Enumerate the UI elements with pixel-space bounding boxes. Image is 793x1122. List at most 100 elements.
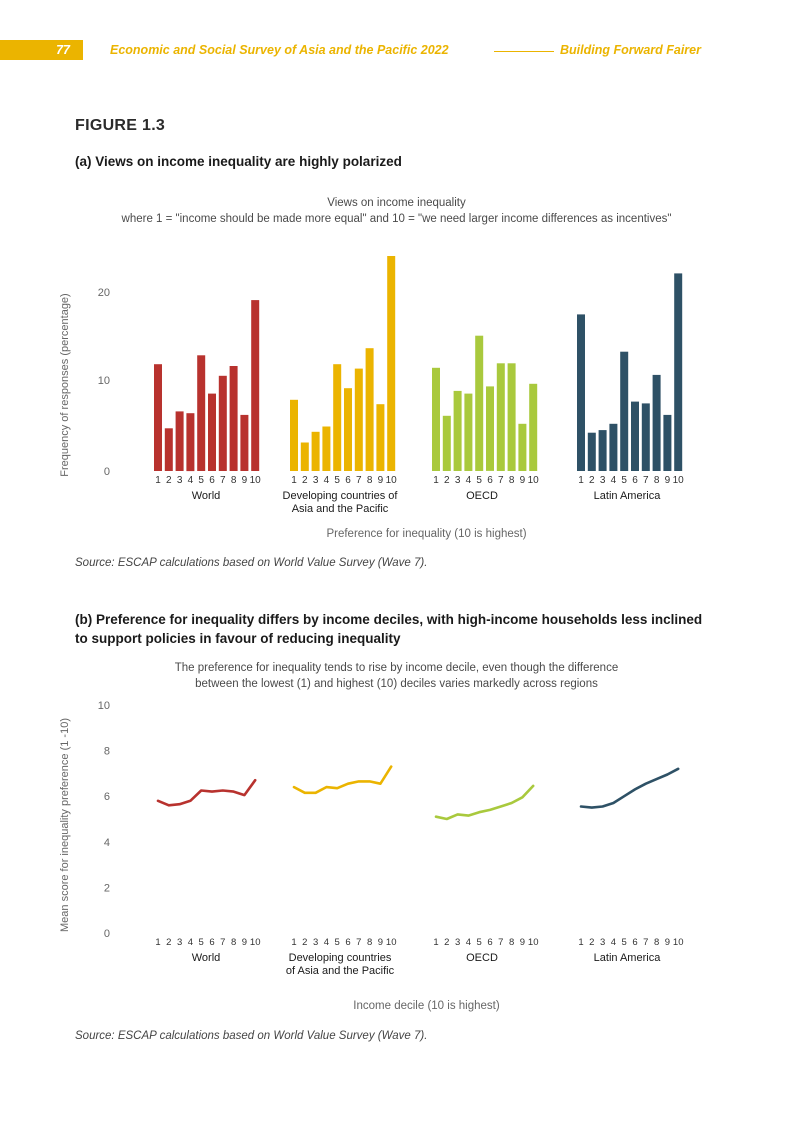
svg-text:2: 2: [302, 937, 307, 948]
svg-text:1: 1: [291, 475, 297, 486]
svg-text:1: 1: [578, 475, 584, 486]
svg-text:8: 8: [367, 475, 373, 486]
svg-text:Developing countries: Developing countries: [289, 952, 392, 964]
svg-text:8: 8: [654, 475, 660, 486]
svg-text:7: 7: [643, 475, 649, 486]
svg-text:8: 8: [367, 937, 372, 948]
svg-text:0: 0: [104, 928, 110, 940]
svg-text:World: World: [192, 490, 221, 502]
svg-text:1: 1: [578, 937, 583, 948]
svg-text:Mean score for inequality pref: Mean score for inequality preference (1 …: [59, 718, 71, 932]
svg-text:5: 5: [477, 937, 482, 948]
svg-text:OECD: OECD: [466, 952, 498, 964]
svg-text:10: 10: [528, 937, 539, 948]
svg-text:6: 6: [345, 475, 351, 486]
svg-text:4: 4: [188, 937, 193, 948]
svg-text:6: 6: [487, 937, 492, 948]
svg-text:7: 7: [220, 937, 225, 948]
svg-text:6: 6: [345, 937, 350, 948]
svg-text:10: 10: [98, 375, 110, 387]
svg-text:9: 9: [242, 937, 247, 948]
svg-text:9: 9: [242, 475, 248, 486]
svg-text:4: 4: [324, 937, 329, 948]
svg-text:20: 20: [98, 287, 110, 299]
svg-text:8: 8: [654, 937, 659, 948]
svg-text:3: 3: [600, 475, 606, 486]
svg-text:5: 5: [621, 475, 627, 486]
svg-text:5: 5: [199, 937, 204, 948]
svg-text:3: 3: [455, 475, 461, 486]
svg-text:Asia and the Pacific: Asia and the Pacific: [292, 503, 389, 515]
svg-text:Frequency of responses (percen: Frequency of responses (percentage): [59, 293, 71, 476]
svg-text:3: 3: [455, 937, 460, 948]
svg-text:6: 6: [632, 937, 637, 948]
svg-text:9: 9: [665, 937, 670, 948]
svg-text:7: 7: [498, 475, 504, 486]
svg-text:9: 9: [520, 475, 526, 486]
svg-text:2: 2: [589, 937, 594, 948]
svg-text:2: 2: [104, 882, 110, 894]
svg-text:6: 6: [487, 475, 493, 486]
svg-text:10: 10: [98, 700, 110, 712]
svg-text:5: 5: [198, 475, 204, 486]
svg-text:1: 1: [433, 937, 438, 948]
svg-text:3: 3: [600, 937, 605, 948]
svg-text:7: 7: [220, 475, 226, 486]
svg-text:2: 2: [444, 937, 449, 948]
svg-text:Latin America: Latin America: [594, 490, 662, 502]
svg-text:3: 3: [313, 475, 319, 486]
svg-text:Latin America: Latin America: [594, 952, 662, 964]
svg-text:10: 10: [386, 937, 397, 948]
svg-text:10: 10: [250, 475, 262, 486]
svg-text:1: 1: [433, 475, 439, 486]
svg-text:10: 10: [386, 475, 398, 486]
svg-text:2: 2: [589, 475, 595, 486]
svg-text:OECD: OECD: [466, 490, 498, 502]
svg-text:4: 4: [611, 475, 617, 486]
svg-text:7: 7: [356, 937, 361, 948]
svg-text:4: 4: [104, 837, 110, 849]
svg-text:2: 2: [166, 475, 172, 486]
svg-text:3: 3: [177, 937, 182, 948]
svg-text:6: 6: [632, 475, 638, 486]
svg-text:4: 4: [466, 937, 471, 948]
svg-text:4: 4: [324, 475, 330, 486]
svg-text:5: 5: [334, 475, 340, 486]
svg-text:World: World: [192, 952, 221, 964]
svg-text:8: 8: [509, 937, 514, 948]
svg-text:2: 2: [166, 937, 171, 948]
svg-text:10: 10: [673, 937, 684, 948]
svg-text:1: 1: [155, 475, 161, 486]
svg-text:6: 6: [209, 937, 214, 948]
svg-text:8: 8: [509, 475, 515, 486]
svg-text:Developing countries of: Developing countries of: [283, 490, 399, 502]
svg-text:7: 7: [643, 937, 648, 948]
svg-text:1: 1: [155, 937, 160, 948]
svg-text:10: 10: [250, 937, 261, 948]
svg-text:10: 10: [673, 475, 685, 486]
svg-text:8: 8: [231, 475, 237, 486]
svg-text:8: 8: [231, 937, 236, 948]
svg-text:4: 4: [466, 475, 472, 486]
svg-text:4: 4: [188, 475, 194, 486]
svg-text:6: 6: [209, 475, 215, 486]
svg-text:9: 9: [378, 475, 384, 486]
svg-text:5: 5: [476, 475, 482, 486]
svg-text:2: 2: [444, 475, 450, 486]
svg-text:9: 9: [520, 937, 525, 948]
svg-text:9: 9: [378, 937, 383, 948]
svg-text:3: 3: [313, 937, 318, 948]
svg-text:0: 0: [104, 466, 110, 478]
svg-text:8: 8: [104, 746, 110, 758]
svg-text:2: 2: [302, 475, 308, 486]
svg-text:1: 1: [291, 937, 296, 948]
svg-text:9: 9: [665, 475, 671, 486]
svg-text:10: 10: [528, 475, 540, 486]
svg-text:4: 4: [611, 937, 616, 948]
svg-text:7: 7: [498, 937, 503, 948]
svg-text:3: 3: [177, 475, 183, 486]
svg-text:5: 5: [622, 937, 627, 948]
svg-text:6: 6: [104, 791, 110, 803]
svg-text:7: 7: [356, 475, 362, 486]
svg-text:of Asia and the Pacific: of Asia and the Pacific: [286, 965, 395, 977]
